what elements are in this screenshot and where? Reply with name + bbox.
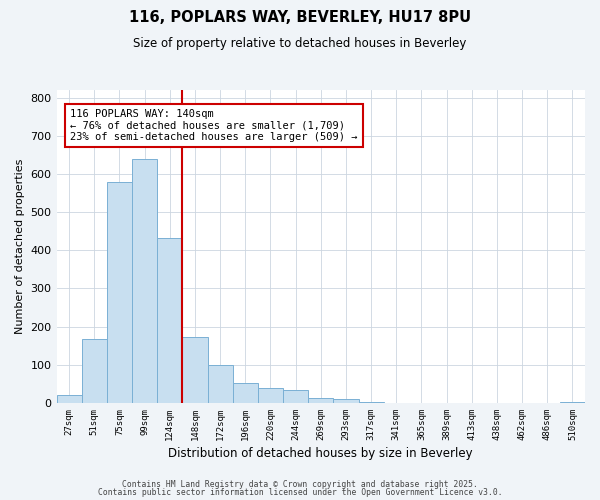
Bar [359,402,383,403]
X-axis label: Distribution of detached houses by size in Beverley: Distribution of detached houses by size … [169,447,473,460]
Bar [82,339,107,403]
Bar [334,399,359,403]
Y-axis label: Number of detached properties: Number of detached properties [15,159,25,334]
Text: Size of property relative to detached houses in Beverley: Size of property relative to detached ho… [133,38,467,51]
Text: 116, POPLARS WAY, BEVERLEY, HU17 8PU: 116, POPLARS WAY, BEVERLEY, HU17 8PU [129,10,471,25]
Text: Contains HM Land Registry data © Crown copyright and database right 2025.: Contains HM Land Registry data © Crown c… [122,480,478,489]
Bar [182,338,208,403]
Bar [107,182,132,403]
Bar [258,388,283,403]
Bar [157,238,182,403]
Text: 116 POPLARS WAY: 140sqm
← 76% of detached houses are smaller (1,709)
23% of semi: 116 POPLARS WAY: 140sqm ← 76% of detache… [70,109,358,142]
Bar [233,383,258,403]
Text: Contains public sector information licensed under the Open Government Licence v3: Contains public sector information licen… [98,488,502,497]
Bar [560,402,585,403]
Bar [56,396,82,403]
Bar [132,160,157,403]
Bar [208,365,233,403]
Bar [283,390,308,403]
Bar [308,398,334,403]
